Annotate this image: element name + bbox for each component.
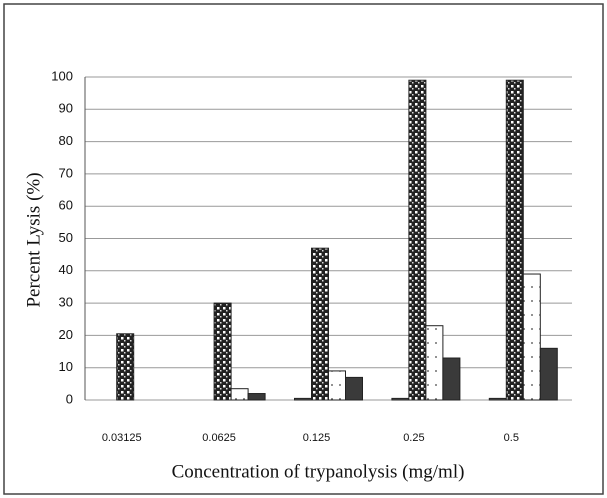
y-tick-label: 60 (59, 198, 73, 213)
y-tick-label: 70 (59, 165, 73, 180)
bar (328, 370, 346, 401)
bar (539, 347, 558, 401)
y-axis-title: Percent Lysis (%) (23, 172, 44, 307)
y-tick-label: 30 (59, 295, 73, 310)
bar (488, 397, 507, 401)
bar (247, 393, 266, 401)
y-tick-label: 100 (51, 68, 73, 83)
y-tick-label: 50 (59, 230, 73, 245)
y-tick-label: 0 (66, 391, 73, 406)
bar (230, 388, 249, 401)
y-tick-label: 80 (59, 133, 73, 148)
x-tick-label: 0.0625 (202, 432, 236, 444)
x-axis-title: Concentration of trypanolysis (mg/ml) (172, 461, 465, 482)
bar (116, 333, 135, 401)
y-tick-label: 40 (59, 262, 73, 277)
x-tick-label: 0.25 (403, 432, 424, 444)
y-tick-label: 10 (59, 359, 73, 374)
bar (425, 325, 444, 401)
x-tick-label: 0.03125 (102, 432, 142, 444)
bar (345, 376, 363, 401)
y-tick-label: 20 (59, 327, 73, 342)
bar (522, 273, 541, 401)
bar (311, 247, 329, 401)
x-tick-label: 0.5 (504, 432, 519, 444)
bar (213, 302, 232, 401)
bar (294, 397, 312, 401)
bar (442, 357, 461, 401)
bar (408, 79, 427, 401)
x-tick-label: 0.125 (303, 432, 331, 444)
bar (505, 79, 524, 401)
bar (391, 397, 410, 401)
frame (3, 3, 604, 495)
y-tick-label: 90 (59, 101, 73, 116)
